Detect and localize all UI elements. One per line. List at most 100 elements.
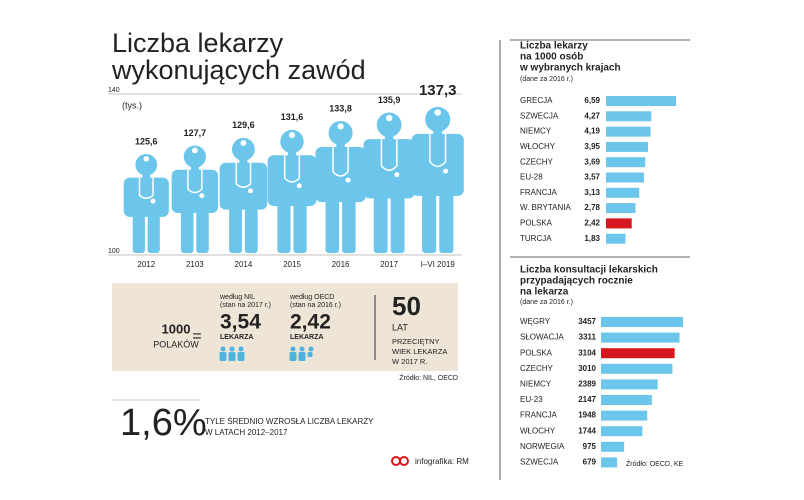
doctor-figure <box>123 153 169 253</box>
person-icon <box>308 346 314 352</box>
person-icon <box>237 352 245 361</box>
x-tick-label: 2015 <box>283 260 301 269</box>
x-tick-label: 2103 <box>186 260 204 269</box>
person-icon <box>298 352 306 361</box>
category-label: FRANCJA <box>520 411 558 420</box>
bar <box>601 395 652 405</box>
value-label: 3,13 <box>584 188 600 197</box>
figure-neck <box>336 142 345 149</box>
x-tick-label: I–VI 2019 <box>421 260 456 269</box>
doctor-figure <box>363 112 415 253</box>
head-mirror <box>239 139 248 147</box>
source: Źródło: NIL, OECD <box>399 373 458 382</box>
source-note: według OECD <box>289 294 334 301</box>
category-label: POLSKA <box>520 219 553 228</box>
figure-head <box>280 129 304 154</box>
category-label: NIEMCY <box>520 380 552 389</box>
equals: = <box>192 328 201 345</box>
figure-neck <box>190 165 199 172</box>
stethoscope <box>235 162 252 189</box>
bar <box>606 157 646 168</box>
person-icon <box>289 352 297 361</box>
doctor-figure <box>411 106 464 253</box>
category-label: CZECHY <box>520 364 554 373</box>
figure-neck <box>142 173 151 179</box>
figure-neck <box>287 150 297 157</box>
figure-leg <box>373 196 388 253</box>
category-label: TURCJA <box>520 234 552 243</box>
figure-head <box>183 145 206 168</box>
y-tick-label: 100 <box>108 248 120 255</box>
chart-title: w wybranych krajach <box>519 63 621 74</box>
bar <box>601 426 643 437</box>
stethoscope-end <box>150 198 156 204</box>
stethoscope <box>380 139 398 171</box>
bar <box>601 457 618 468</box>
stethoscope <box>138 177 154 199</box>
bar <box>606 126 651 137</box>
figure-leg <box>132 214 145 253</box>
head-mirror <box>433 108 442 117</box>
figure-leg <box>244 207 258 253</box>
bar <box>606 96 676 106</box>
bar <box>606 111 652 122</box>
value-label: 6,59 <box>584 96 600 105</box>
category-label: EU-23 <box>520 395 543 404</box>
value-label: 131,6 <box>281 112 304 122</box>
ratio-value: 3,54 <box>220 311 261 334</box>
figure-leg <box>180 211 194 253</box>
chart-title: wykonujących zawód <box>111 55 366 85</box>
value-label: 3,69 <box>584 157 600 166</box>
chart-title: Liczba lekarzy <box>112 28 284 58</box>
source-note: (stan na 2016 r.) <box>290 302 341 309</box>
stethoscope <box>429 133 447 168</box>
figure-leg <box>229 207 243 253</box>
category-label: NIEMCY <box>520 127 552 136</box>
chart-title: na lekarza <box>520 287 569 298</box>
growth-text: W LATACH 2012–2017 <box>205 428 288 437</box>
stethoscope-end <box>296 183 302 189</box>
figure-neck <box>239 158 248 165</box>
category-label: CZECHY <box>520 157 554 166</box>
value-label: 3,57 <box>584 173 600 182</box>
category-label: SZWECJA <box>520 111 559 120</box>
figure-torso <box>411 133 464 196</box>
bar <box>601 332 680 343</box>
category-label: SŁOWACJA <box>520 333 564 342</box>
stethoscope <box>283 155 301 183</box>
person-icon <box>307 352 313 357</box>
value-label: 3311 <box>579 333 597 342</box>
value-label: 125,6 <box>135 136 158 146</box>
bar <box>606 187 640 198</box>
figure-neck <box>433 129 443 136</box>
age-text: WIEK LEKARZA <box>392 347 447 356</box>
chart-title: na 1000 osób <box>520 52 583 63</box>
doctor-figure <box>219 137 268 253</box>
person-icon <box>228 352 236 361</box>
value-label: 3010 <box>578 364 596 373</box>
doctor-figure <box>267 129 317 253</box>
source-note: (stan na 2017 r.) <box>220 302 271 309</box>
value-label: 1948 <box>578 411 596 420</box>
bar <box>601 410 648 421</box>
value-label: 4,27 <box>584 111 600 120</box>
value-label: 127,7 <box>184 128 207 138</box>
figure-torso <box>267 155 317 207</box>
stethoscope-end <box>394 172 400 178</box>
chart-subtitle: (dane za 2016 r.) <box>520 299 573 306</box>
value-label: 133,8 <box>329 103 352 113</box>
value-label: 3457 <box>578 317 596 326</box>
value-label: 3104 <box>578 348 596 357</box>
credit: infografika: RM <box>415 457 469 466</box>
category-label: WĘGRY <box>520 317 551 326</box>
value-label: 137,3 <box>419 82 457 99</box>
doctor-figure <box>171 145 219 253</box>
figure-leg <box>422 193 437 253</box>
category-label: FRANCJA <box>520 188 558 197</box>
value-label: 1,83 <box>584 234 600 243</box>
value-label: 2,78 <box>584 203 600 212</box>
bar <box>606 233 626 244</box>
category-label: GRECJA <box>520 96 553 105</box>
head-mirror <box>142 155 151 163</box>
